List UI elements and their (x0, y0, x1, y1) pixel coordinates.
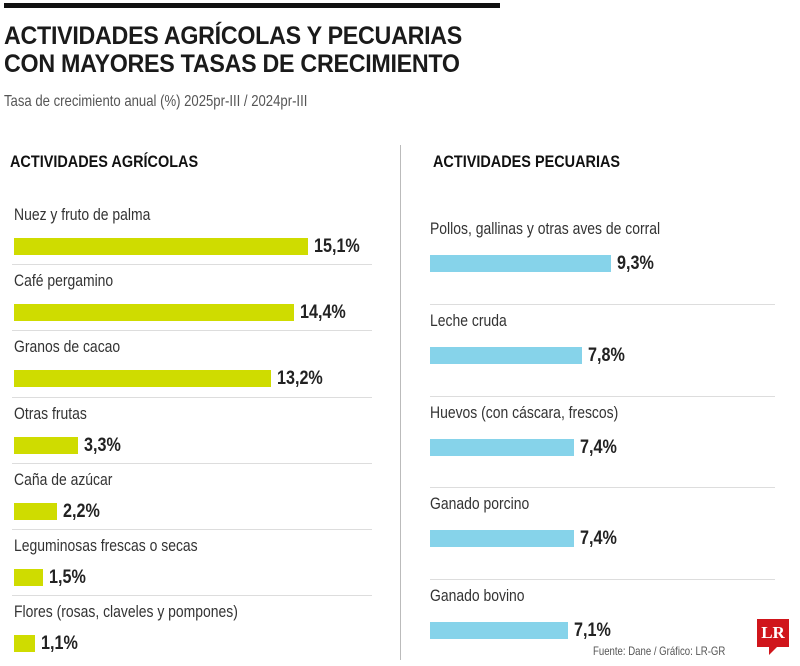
value-label: 1,5% (49, 567, 86, 588)
row-separator (430, 579, 775, 581)
lr-logo: LR (757, 619, 789, 655)
category-label: Caña de azúcar (14, 469, 113, 489)
bar (14, 304, 295, 322)
section-title-agricolas: ACTIVIDADES AGRÍCOLAS (10, 152, 199, 171)
title-line-2: CON MAYORES TASAS DE CRECIMIENTO (4, 50, 460, 78)
value-label: 14,4% (300, 302, 346, 324)
category-label: Ganado porcino (430, 494, 530, 514)
section-title-pecuarias: ACTIVIDADES PECUARIAS (433, 152, 621, 171)
category-label: Granos de cacao (14, 337, 121, 357)
bar (430, 255, 611, 272)
category-label: Flores (rosas, claveles y pompones) (14, 602, 238, 622)
subtitle: Tasa de crecimiento anual (%) 2025pr-III… (4, 93, 308, 110)
row-separator (12, 462, 372, 464)
row-separator (12, 264, 372, 266)
bar (430, 622, 569, 640)
row-separator (12, 595, 372, 597)
value-label: 7,1% (574, 620, 611, 642)
bar (430, 346, 582, 364)
value-label: 1,1% (41, 633, 79, 655)
category-label: Huevos (con cáscara, frescos) (430, 402, 619, 422)
value-label: 13,2% (276, 368, 323, 390)
bar (14, 436, 79, 454)
bar (14, 370, 271, 388)
value-label: 7,4% (579, 436, 617, 458)
category-label: Nuez y fruto de palma (14, 205, 151, 224)
row-separator (12, 330, 372, 332)
value-label: 7,8% (587, 344, 625, 366)
title-line-1: ACTIVIDADES AGRÍCOLAS Y PECUARIAS (4, 22, 463, 50)
row-separator (430, 303, 775, 305)
bar (14, 569, 44, 586)
value-label: 3,3% (84, 434, 121, 456)
chart-title: ACTIVIDADES AGRÍCOLAS Y PECUARIAS CON MA… (4, 22, 462, 78)
value-label: 9,3% (616, 253, 654, 274)
category-label: Otras frutas (14, 403, 87, 423)
top-rule (4, 3, 500, 8)
row-separator (12, 529, 372, 530)
value-label: 15,1% (313, 236, 360, 257)
bar (14, 635, 36, 653)
category-label: Pollos, gallinas y otras aves de corral (430, 219, 661, 238)
category-label: Café pergamino (14, 271, 114, 291)
bar (14, 238, 308, 255)
panel-divider (400, 145, 401, 660)
bar (430, 438, 574, 456)
row-separator (430, 395, 775, 397)
row-separator (430, 487, 775, 489)
value-label: 7,4% (579, 528, 617, 550)
value-label: 2,2% (62, 500, 100, 522)
bar (14, 502, 57, 520)
row-separator (12, 396, 372, 398)
bar (430, 530, 574, 548)
category-label: Leche cruda (430, 310, 507, 330)
source-note: Fuente: Dane / Gráfico: LR-GR (593, 644, 726, 658)
category-label: Ganado bovino (430, 586, 525, 606)
category-label: Leguminosas frescas o secas (14, 536, 198, 555)
